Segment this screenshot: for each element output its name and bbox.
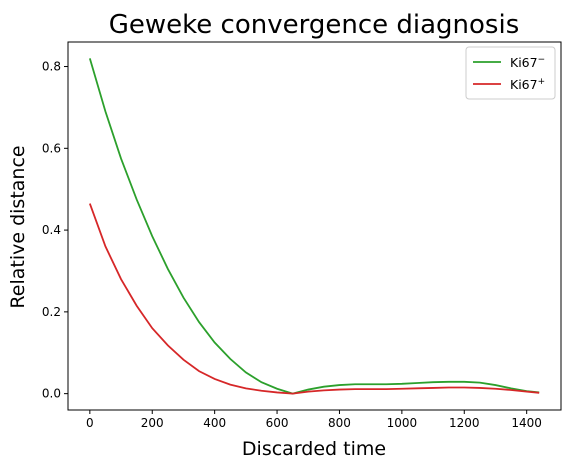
y-tick-label: 0.2	[42, 305, 61, 319]
y-axis-ticks: 0.0 0.2 0.4 0.6 0.8	[42, 60, 68, 401]
axes-frame	[67, 41, 562, 411]
y-tick-label: 0.0	[42, 387, 61, 401]
legend: Ki67− Ki67+	[465, 46, 556, 100]
series-line-0	[88, 58, 540, 395]
x-tick-label: 1200	[449, 416, 480, 430]
y-tick-label: 0.6	[42, 141, 61, 155]
series-line-1	[88, 203, 540, 395]
x-tick-label: 1000	[387, 416, 418, 430]
legend-box	[465, 46, 556, 100]
x-tick-label: 800	[328, 416, 351, 430]
x-tick-label: 0	[86, 416, 94, 430]
x-tick-label: 600	[266, 416, 289, 430]
legend-label-superscript: +	[538, 77, 546, 87]
x-tick-label: 1400	[511, 416, 542, 430]
plot-area	[88, 58, 540, 395]
y-axis-label: Relative distance	[7, 145, 29, 308]
legend-label-1: Ki67+	[510, 77, 545, 92]
y-tick-label: 0.4	[42, 223, 61, 237]
y-tick-label: 0.8	[42, 60, 61, 74]
legend-label-0: Ki67−	[510, 55, 545, 70]
x-axis-label: Discarded time	[242, 438, 386, 460]
x-tick-label: 400	[203, 416, 226, 430]
chart-title: Geweke convergence diagnosis	[109, 10, 520, 40]
legend-label-superscript: −	[538, 55, 546, 65]
x-tick-label: 200	[141, 416, 164, 430]
x-axis-ticks: 0 200 400 600 800 1000 1200 1400	[86, 410, 542, 430]
